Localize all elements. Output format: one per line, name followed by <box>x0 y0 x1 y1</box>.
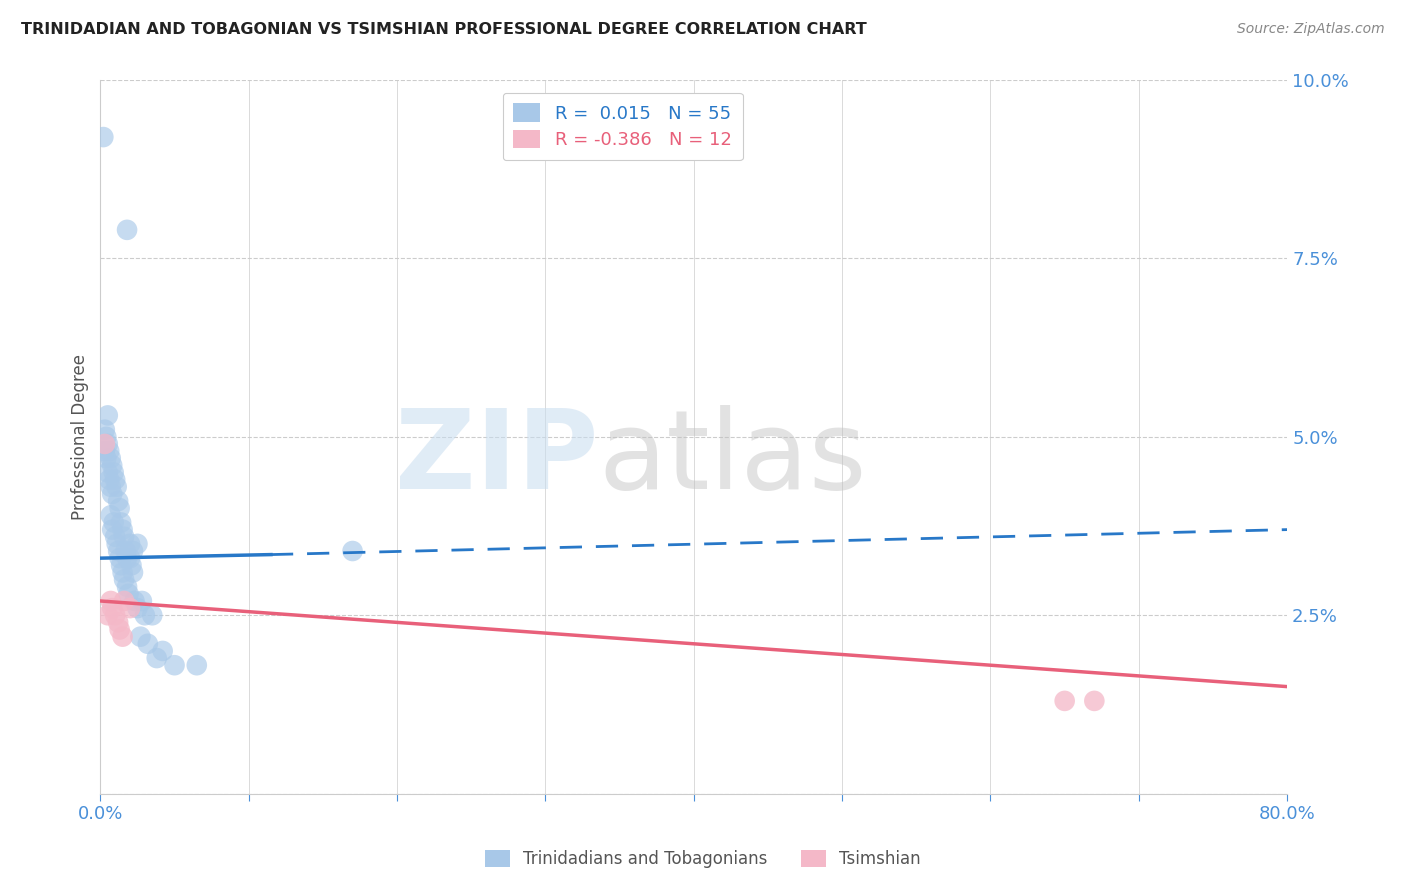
Point <box>114 544 136 558</box>
Point <box>110 558 132 573</box>
Point <box>108 501 131 516</box>
Point <box>98 444 121 458</box>
Point <box>112 530 135 544</box>
Point <box>163 658 186 673</box>
Point <box>103 466 125 480</box>
Point <box>111 630 134 644</box>
Point <box>115 223 138 237</box>
Point <box>111 566 134 580</box>
Point <box>104 473 127 487</box>
Legend: Trinidadians and Tobagonians, Tsimshian: Trinidadians and Tobagonians, Tsimshian <box>478 843 928 875</box>
Point <box>94 437 117 451</box>
Point <box>101 458 124 473</box>
Point <box>121 558 143 573</box>
Point <box>97 466 120 480</box>
Point <box>112 573 135 587</box>
Text: ZIP: ZIP <box>395 405 599 512</box>
Point <box>117 587 139 601</box>
Point <box>122 544 145 558</box>
Point <box>342 544 364 558</box>
Point <box>145 651 167 665</box>
Point <box>110 516 132 530</box>
Point <box>136 637 159 651</box>
Point <box>108 623 131 637</box>
Point <box>141 608 163 623</box>
Point <box>101 487 124 501</box>
Point <box>97 608 120 623</box>
Point <box>115 551 138 566</box>
Point <box>104 608 127 623</box>
Point <box>100 451 122 466</box>
Point <box>104 530 127 544</box>
Point <box>152 644 174 658</box>
Point <box>101 601 124 615</box>
Point <box>96 430 118 444</box>
Point <box>122 566 145 580</box>
Point <box>131 594 153 608</box>
Point <box>127 537 149 551</box>
Point <box>134 608 156 623</box>
Point <box>98 473 121 487</box>
Point <box>112 594 135 608</box>
Point <box>97 409 120 423</box>
Point <box>108 551 131 566</box>
Point <box>96 451 118 466</box>
Text: TRINIDADIAN AND TOBAGONIAN VS TSIMSHIAN PROFESSIONAL DEGREE CORRELATION CHART: TRINIDADIAN AND TOBAGONIAN VS TSIMSHIAN … <box>21 22 868 37</box>
Point <box>91 130 114 145</box>
Point <box>1083 694 1105 708</box>
Point <box>118 601 141 615</box>
Point <box>118 551 141 566</box>
Point <box>107 615 129 630</box>
Point <box>118 537 141 551</box>
Point <box>1053 694 1076 708</box>
Point <box>105 537 128 551</box>
Point <box>107 494 129 508</box>
Point <box>94 444 117 458</box>
Point <box>105 480 128 494</box>
Text: atlas: atlas <box>599 405 868 512</box>
Point <box>100 508 122 523</box>
Point <box>100 480 122 494</box>
Point <box>94 423 117 437</box>
Point <box>100 594 122 608</box>
Point <box>101 523 124 537</box>
Point <box>97 437 120 451</box>
Point <box>124 594 146 608</box>
Point <box>186 658 208 673</box>
Point <box>129 630 152 644</box>
Point <box>107 544 129 558</box>
Point <box>115 580 138 594</box>
Point <box>103 516 125 530</box>
Point <box>127 601 149 615</box>
Text: Source: ZipAtlas.com: Source: ZipAtlas.com <box>1237 22 1385 37</box>
Legend: R =  0.015   N = 55, R = -0.386   N = 12: R = 0.015 N = 55, R = -0.386 N = 12 <box>502 93 742 161</box>
Point <box>111 523 134 537</box>
Y-axis label: Professional Degree: Professional Degree <box>72 354 89 520</box>
